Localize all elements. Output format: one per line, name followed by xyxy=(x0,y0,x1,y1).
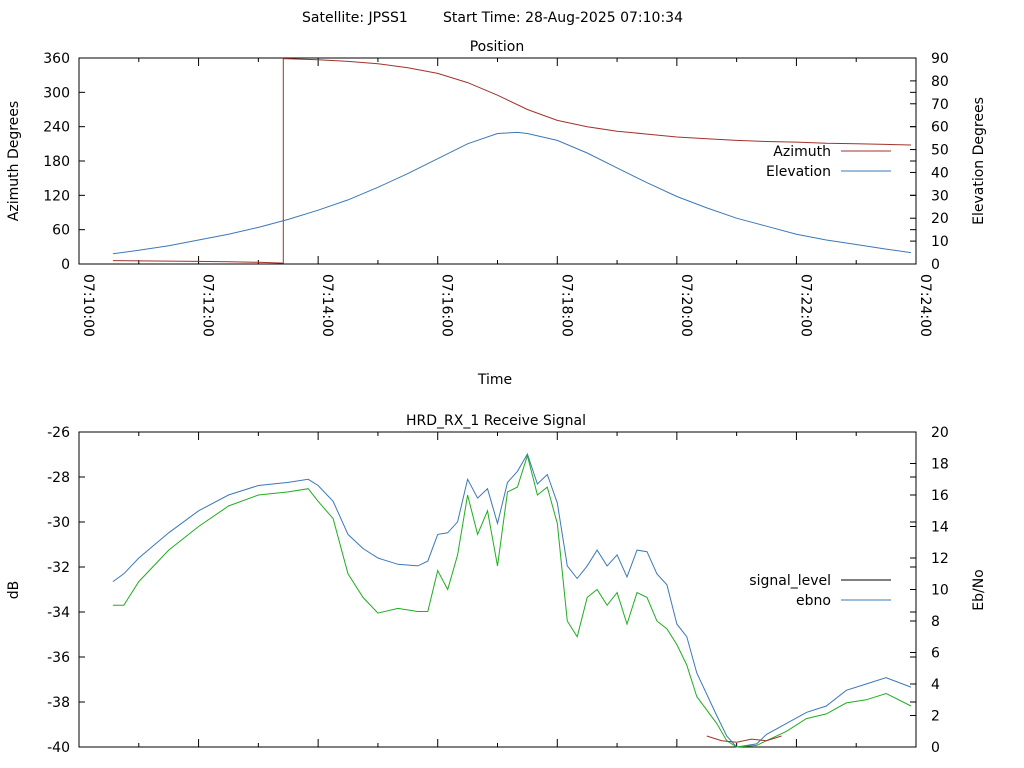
y-tick-label: -36 xyxy=(47,650,70,666)
x-tick-label: 07:16:00 xyxy=(439,274,455,337)
y-tick-label: -26 xyxy=(47,425,70,441)
y2-tick-label: 80 xyxy=(931,74,949,90)
y2-tick-label: 14 xyxy=(931,520,949,536)
position-chart: 0 60 120 180 240 300 360 0 10 20 30 40 50 60 70 80 90 07:… xyxy=(43,51,949,337)
y2-tick-label: 12 xyxy=(931,551,949,567)
y-tick-label: -34 xyxy=(47,605,70,621)
y2-tick-label: 90 xyxy=(931,51,949,67)
y2-tick-label: 0 xyxy=(931,257,940,273)
top-x-axis-label: Time xyxy=(477,372,512,388)
series-line-red-trace xyxy=(706,735,782,743)
y2-tick-label: 18 xyxy=(931,457,949,473)
y2-tick-label: 20 xyxy=(931,425,949,441)
y2-tick-label: 0 xyxy=(931,740,940,756)
ebno-axis-label: Eb/No xyxy=(971,569,987,611)
satellite-label: Satellite: JPSS1 xyxy=(302,10,408,26)
y2-tick-label: 40 xyxy=(931,165,949,181)
x-tick-label: 07:10:00 xyxy=(80,274,96,337)
y-tick-label: 120 xyxy=(43,188,70,204)
y-tick-label: -32 xyxy=(47,560,70,576)
y-tick-label: 360 xyxy=(43,51,70,67)
y2-tick-label: 16 xyxy=(931,488,949,504)
y2-tick-label: 30 xyxy=(931,188,949,204)
legend-label: Elevation xyxy=(766,164,831,180)
y2-tick-label: 70 xyxy=(931,97,949,113)
y-tick-label: -30 xyxy=(47,515,70,531)
azimuth-axis-label: Azimuth Degrees xyxy=(6,101,22,221)
y2-tick-label: 60 xyxy=(931,120,949,136)
y-tick-label: -28 xyxy=(47,470,70,486)
receive-signal-chart: -26 -28 -30 -32 -34 -36 -38 -40 0 2 4 6 8 10 12 14 16 18 2… xyxy=(47,425,949,756)
elevation-axis-label: Elevation Degrees xyxy=(971,97,987,225)
start-time-label: Start Time: 28-Aug-2025 07:10:34 xyxy=(443,10,683,26)
y-tick-label: 300 xyxy=(43,85,70,101)
x-tick-label: 07:12:00 xyxy=(200,274,216,337)
position-title: Position xyxy=(470,39,525,55)
y-tick-label: 180 xyxy=(43,154,70,170)
y2-tick-label: 50 xyxy=(931,143,949,159)
series-line-azimuth xyxy=(112,58,912,264)
series-line-elevation xyxy=(112,131,912,255)
legend-label: ebno xyxy=(796,593,831,609)
y-tick-label: -38 xyxy=(47,695,70,711)
y2-tick-label: 4 xyxy=(931,677,940,693)
y-tick-label: 240 xyxy=(43,120,70,136)
y2-tick-label: 10 xyxy=(931,583,949,599)
receive-signal-title: HRD_RX_1 Receive Signal xyxy=(406,413,586,429)
y2-tick-label: 6 xyxy=(931,646,940,662)
db-axis-label: dB xyxy=(6,581,22,600)
x-tick-label: 07:18:00 xyxy=(558,274,574,337)
series-line-green-trace xyxy=(112,453,912,748)
x-tick-label: 07:20:00 xyxy=(678,274,694,337)
legend-label: Azimuth xyxy=(773,144,831,160)
legend-label: signal_level xyxy=(749,573,831,589)
x-tick-label: 07:22:00 xyxy=(797,274,813,337)
x-tick-label: 07:24:00 xyxy=(917,274,933,337)
series-line-ebno xyxy=(112,452,912,748)
y2-tick-label: 2 xyxy=(931,709,940,725)
x-tick-label: 07:14:00 xyxy=(319,274,335,337)
y-tick-label: -40 xyxy=(47,740,70,756)
y2-tick-label: 8 xyxy=(931,614,940,630)
y2-tick-label: 20 xyxy=(931,211,949,227)
plot-frame xyxy=(78,431,917,748)
y2-tick-label: 10 xyxy=(931,234,949,250)
y-tick-label: 0 xyxy=(61,257,70,273)
y-tick-label: 60 xyxy=(52,223,70,239)
